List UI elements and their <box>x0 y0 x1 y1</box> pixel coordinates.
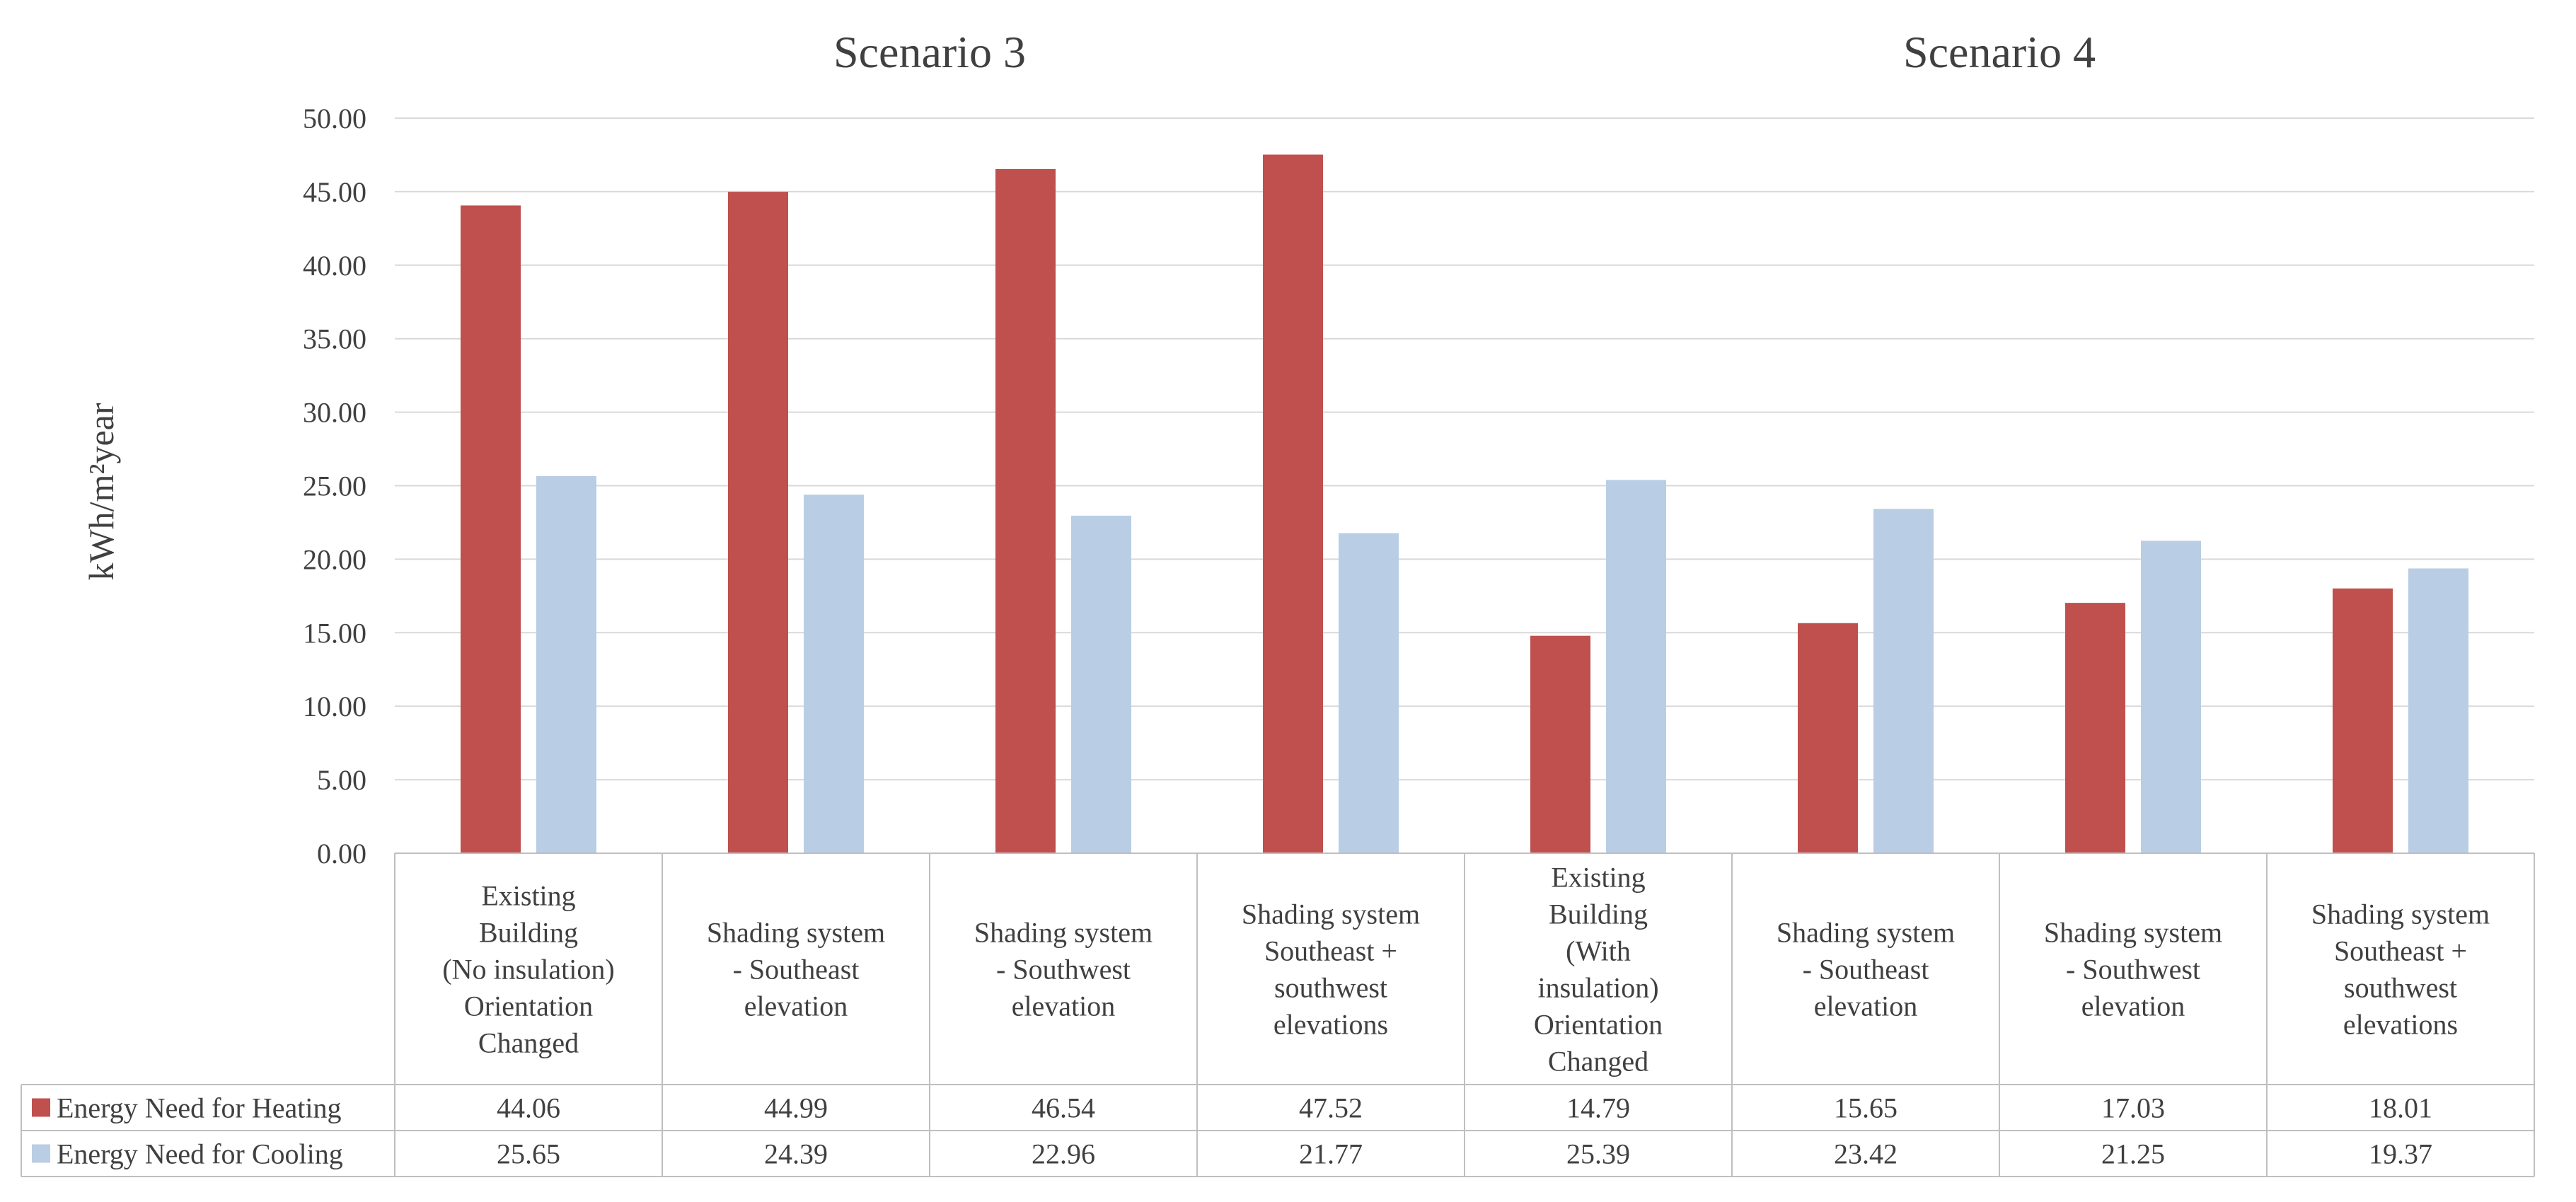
bar-series <box>461 154 2468 853</box>
heating-bar <box>728 192 788 853</box>
heating-bar <box>1798 623 1858 853</box>
heating-bar <box>461 205 521 853</box>
heating-bar <box>1530 635 1590 853</box>
y-tick-label: 50.00 <box>303 103 366 134</box>
data-table-value: 44.99 <box>764 1092 828 1124</box>
legend-key-cooling <box>32 1144 50 1163</box>
legend-label: Energy Need for Heating <box>57 1092 341 1124</box>
data-table-value: 24.39 <box>764 1138 828 1170</box>
data-table-value: 22.96 <box>1032 1138 1095 1170</box>
legend-label: Energy Need for Cooling <box>57 1138 343 1170</box>
y-tick-label: 45.00 <box>303 176 366 208</box>
y-tick-label: 15.00 <box>303 617 366 649</box>
data-table-value: 23.42 <box>1834 1138 1898 1170</box>
category-label: Shading system - Southwest elevation <box>974 917 1153 1022</box>
category-label: Shading system Southeast + southwest elevat… <box>2311 898 2490 1041</box>
data-table-value: 47.52 <box>1299 1092 1363 1124</box>
category-label: Existing Building (No insulation) Orientati… <box>442 880 614 1059</box>
heating-bar <box>995 168 1056 853</box>
cooling-bar <box>2141 541 2201 853</box>
data-table-value: 21.77 <box>1299 1138 1363 1170</box>
y-axis-label: kWh/m²year <box>81 403 121 580</box>
heating-bar <box>1263 154 1323 853</box>
y-gridlines <box>395 117 2534 854</box>
y-tick-label: 40.00 <box>303 250 366 282</box>
scenario-title: Scenario 4 <box>1903 27 2096 77</box>
scenario-title: Scenario 3 <box>833 27 1026 77</box>
data-table-value: 25.65 <box>497 1138 560 1170</box>
y-tick-labels: 0.00 5.00 10.00 15.00 20.00 25.00 30.00 35.00 40… <box>303 103 366 869</box>
data-table-value: 17.03 <box>2101 1092 2165 1124</box>
y-tick-label: 20.00 <box>303 543 366 575</box>
data-table-value: 25.39 <box>1566 1138 1630 1170</box>
y-tick-label: 35.00 <box>303 323 366 355</box>
category-label: Shading system - Southeast elevation <box>707 917 885 1022</box>
cooling-bar <box>536 475 596 853</box>
data-table-value: 18.01 <box>2369 1092 2432 1124</box>
legend-key-heating <box>32 1098 50 1117</box>
category-label: Shading system - Southeast elevation <box>1777 917 1955 1022</box>
cooling-bar <box>1606 480 1666 853</box>
data-table-value: 44.06 <box>497 1092 560 1124</box>
category-label: Shading system - Southwest elevation <box>2044 917 2222 1022</box>
cooling-bar <box>1071 515 1131 853</box>
data-table-value: 19.37 <box>2369 1138 2432 1170</box>
data-table: Existing Building (No insulation) Orientati… <box>21 853 2535 1177</box>
scenario-titles: Scenario 3 Scenario 4 <box>833 27 2096 77</box>
category-label: Shading system Southeast + southwest elevat… <box>1242 898 1420 1041</box>
data-table-value: 15.65 <box>1834 1092 1898 1124</box>
data-table-value: 14.79 <box>1566 1092 1630 1124</box>
y-tick-label: 0.00 <box>317 838 366 869</box>
category-label: Existing Building (With insulation) Orientat… <box>1534 862 1663 1077</box>
heating-bar <box>2333 588 2393 853</box>
cooling-bar <box>2408 568 2468 853</box>
data-table-value: 21.25 <box>2101 1138 2165 1170</box>
y-tick-label: 25.00 <box>303 470 366 502</box>
cooling-bar <box>1873 509 1934 853</box>
y-tick-label: 10.00 <box>303 690 366 722</box>
y-tick-label: 30.00 <box>303 397 366 429</box>
y-tick-label: 5.00 <box>317 764 366 796</box>
cooling-bar <box>804 495 864 853</box>
heating-bar <box>2065 603 2125 853</box>
cooling-bar <box>1339 533 1399 853</box>
data-table-value: 46.54 <box>1032 1092 1095 1124</box>
